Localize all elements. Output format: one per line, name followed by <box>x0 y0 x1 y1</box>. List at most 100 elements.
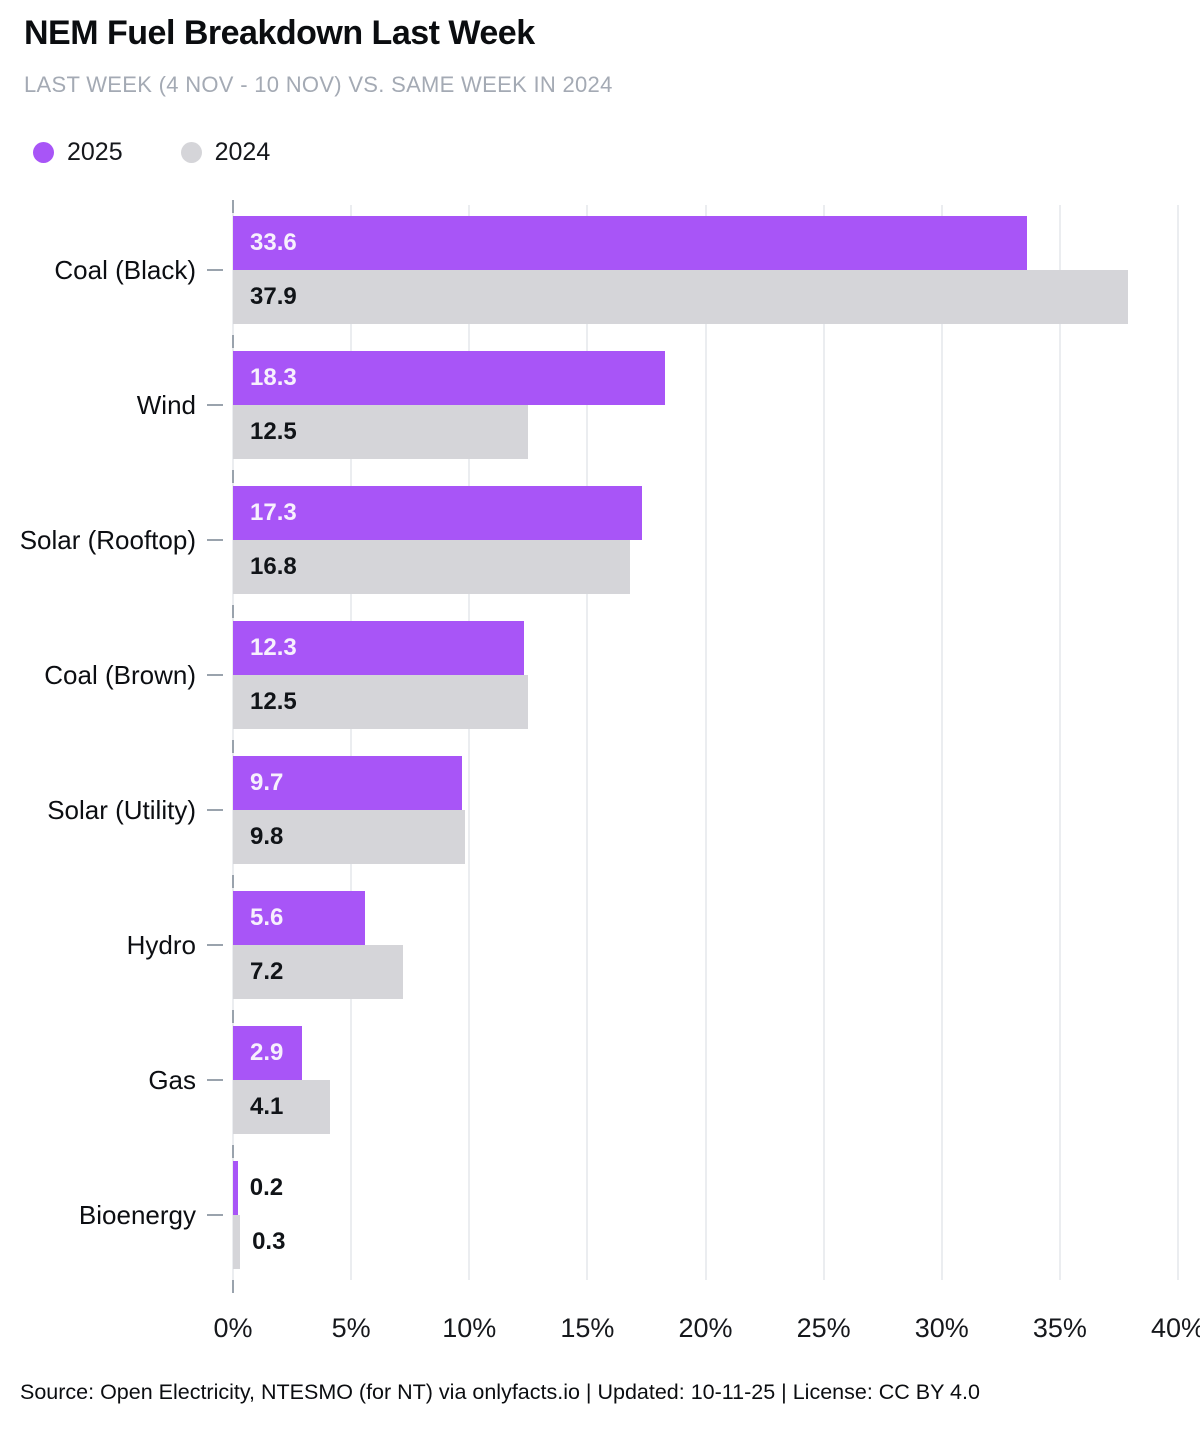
bar-2024[interactable]: 12.5 <box>233 405 529 459</box>
bar-value-label: 4.1 <box>250 1093 284 1120</box>
category-label: Coal (Brown) <box>44 659 196 690</box>
x-axis-label: 20% <box>678 1313 733 1343</box>
bar-value-label: 12.5 <box>250 418 297 445</box>
page-title: NEM Fuel Breakdown Last Week <box>24 14 535 52</box>
bar-value-label: 2.9 <box>250 1039 284 1066</box>
gridline-40% <box>1177 205 1179 1280</box>
gridline-5% <box>350 205 353 1280</box>
bar-value-label: 9.8 <box>250 823 284 850</box>
chart-rows: Coal (Black) 33.6 37.9 Wind 18.3 12.5 Solar (R… <box>0 216 1178 1269</box>
chart-row-wind: Wind 18.3 12.5 <box>0 351 1178 459</box>
y-axis-tick-dash <box>207 269 223 271</box>
category-cell: Hydro <box>0 891 233 999</box>
legend: 2025 2024 <box>33 138 270 167</box>
bar-pair: 0.2 0.3 <box>233 1161 1178 1269</box>
bar-pair: 18.3 12.5 <box>233 351 1178 459</box>
category-cell: Solar (Rooftop) <box>0 486 233 594</box>
category-cell: Wind <box>0 351 233 459</box>
bar-pair: 17.3 16.8 <box>233 486 1178 594</box>
x-axis-label: 40% <box>1150 1313 1200 1343</box>
bar-2025[interactable]: 18.3 <box>233 351 666 405</box>
legend-label: 2025 <box>67 138 123 166</box>
bar-2024[interactable]: 37.9 <box>233 270 1129 324</box>
bar-value-label: 12.3 <box>250 634 297 661</box>
y-axis-tick-dash <box>207 809 223 811</box>
bar-pair: 5.6 7.2 <box>233 891 1178 999</box>
y-axis-band-tick <box>232 875 234 888</box>
category-label: Wind <box>136 389 196 420</box>
y-axis-band-tick <box>232 605 234 618</box>
bar-chart: Coal (Black) 33.6 37.9 Wind 18.3 12.5 Solar (R… <box>0 200 1179 1293</box>
legend-label: 2024 <box>214 138 271 166</box>
bar-value-label: 7.2 <box>250 958 284 985</box>
y-axis-tick-dash <box>207 404 223 406</box>
bar-value-label: 12.5 <box>250 688 297 715</box>
x-axis-label: 5% <box>331 1313 371 1343</box>
grid-layer <box>232 200 1179 1293</box>
category-label: Coal (Black) <box>54 254 196 285</box>
x-axis-label: 30% <box>914 1313 969 1343</box>
y-axis-tick-dash <box>207 1214 223 1216</box>
legend-dot-2025 <box>33 142 54 163</box>
chart-row-solar-rooftop: Solar (Rooftop) 17.3 16.8 <box>0 486 1178 594</box>
bar-2025[interactable]: 9.7 <box>233 756 463 810</box>
chart-subtitle: LAST WEEK (4 NOV - 10 NOV) VS. SAME WEEK… <box>24 72 613 97</box>
x-axis-label: 15% <box>560 1313 615 1343</box>
category-cell: Coal (Black) <box>0 216 233 324</box>
bar-value-label: 9.7 <box>250 769 284 796</box>
chart-row-bioenergy: Bioenergy 0.2 0.3 <box>0 1161 1178 1269</box>
y-axis-band-tick <box>232 1145 234 1158</box>
bar-value-label: 0.2 <box>249 1174 284 1201</box>
y-axis-band-tick <box>232 335 234 348</box>
category-label: Solar (Rooftop) <box>19 524 196 555</box>
chart-row-coal-black: Coal (Black) 33.6 37.9 <box>0 216 1178 324</box>
chart-row-hydro: Hydro 5.6 7.2 <box>0 891 1178 999</box>
legend-dot-2024 <box>180 142 202 163</box>
y-axis-tick-dash <box>207 539 223 541</box>
bar-2025[interactable]: 0.2 <box>233 1161 283 1215</box>
bar-value-label: 37.9 <box>250 283 297 310</box>
bar-2025[interactable]: 5.6 <box>233 891 366 945</box>
category-label: Hydro <box>126 929 196 960</box>
legend-item-2024[interactable]: 2024 <box>180 138 271 167</box>
bar-value-label: 17.3 <box>250 499 297 526</box>
bar-pair: 9.7 9.8 <box>233 756 1178 864</box>
gridline-30% <box>940 205 943 1280</box>
bar-2025[interactable]: 33.6 <box>233 216 1027 270</box>
x-axis-label: 25% <box>796 1313 851 1343</box>
y-axis-band-tick <box>232 1280 234 1293</box>
x-axis: 0% 5% 10% 15% 20% 25% 30% 35% 40% <box>0 1313 1200 1353</box>
bar-2024[interactable]: 12.5 <box>233 675 529 729</box>
bar-2024[interactable]: 4.1 <box>233 1080 330 1134</box>
bar-value-label: 0.3 <box>252 1228 286 1255</box>
bar-2025[interactable]: 12.3 <box>233 621 524 675</box>
bar-pair: 2.9 4.1 <box>233 1026 1178 1134</box>
y-axis-tick-dash <box>207 674 223 676</box>
chart-row-gas: Gas 2.9 4.1 <box>0 1026 1178 1134</box>
category-cell: Coal (Brown) <box>0 621 233 729</box>
y-axis-band-tick <box>232 740 234 753</box>
category-label: Bioenergy <box>78 1199 196 1230</box>
bar-value-label: 5.6 <box>250 904 284 931</box>
category-cell: Gas <box>0 1026 233 1134</box>
gridline-10% <box>468 205 471 1280</box>
bar-2024[interactable]: 16.8 <box>233 540 630 594</box>
bar-2025[interactable]: 17.3 <box>233 486 642 540</box>
category-label: Gas <box>148 1064 196 1095</box>
gridline-25% <box>822 205 825 1280</box>
category-label: Solar (Utility) <box>47 794 196 825</box>
y-axis-band-tick <box>232 200 234 213</box>
bar-value-label: 16.8 <box>250 553 297 580</box>
bar-pair: 12.3 12.5 <box>233 621 1178 729</box>
x-axis-label: 35% <box>1032 1313 1087 1343</box>
bar-2024[interactable]: 0.3 <box>233 1215 285 1269</box>
bar-2024[interactable]: 9.8 <box>233 810 465 864</box>
gridline-35% <box>1058 205 1061 1280</box>
bar-value-label: 33.6 <box>250 229 297 256</box>
y-axis-band-tick <box>232 1010 234 1023</box>
x-axis-label: 0% <box>213 1313 253 1343</box>
legend-item-2025[interactable]: 2025 <box>33 138 123 167</box>
bar-2025[interactable]: 2.9 <box>233 1026 302 1080</box>
x-axis-label: 10% <box>442 1313 497 1343</box>
bar-2024[interactable]: 7.2 <box>233 945 404 999</box>
